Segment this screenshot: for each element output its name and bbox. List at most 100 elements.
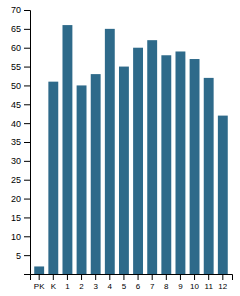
y-tick-label: 30 bbox=[11, 156, 21, 166]
y-tick-mark bbox=[24, 10, 30, 11]
bar bbox=[190, 59, 200, 274]
y-tick: 50 bbox=[11, 81, 30, 91]
x-tick-mark bbox=[95, 274, 96, 280]
x-tick: 4 bbox=[108, 274, 113, 291]
x-tick-label: 2 bbox=[79, 282, 84, 291]
bar bbox=[204, 78, 214, 274]
x-axis-line bbox=[31, 275, 233, 281]
bar bbox=[34, 266, 44, 274]
x-tick-mark bbox=[138, 274, 139, 280]
bar bbox=[48, 82, 58, 274]
bar bbox=[119, 67, 129, 274]
x-tick-label: 10 bbox=[190, 282, 199, 291]
y-tick: 35 bbox=[11, 137, 30, 147]
y-tick-label: 70 bbox=[11, 5, 21, 15]
x-tick-mark bbox=[53, 274, 54, 280]
bar bbox=[175, 51, 185, 274]
bar bbox=[218, 116, 228, 274]
x-tick-label: 6 bbox=[136, 282, 141, 291]
y-tick-label: 35 bbox=[11, 137, 21, 147]
y-tick-label: 55 bbox=[11, 62, 21, 72]
x-tick: 10 bbox=[190, 274, 199, 291]
x-tick-label: K bbox=[51, 282, 57, 291]
x-tick-label: 12 bbox=[218, 282, 227, 291]
x-tick: 3 bbox=[93, 274, 98, 291]
y-tick: 70 bbox=[11, 5, 30, 15]
y-tick: 40 bbox=[11, 119, 30, 129]
bar bbox=[161, 55, 171, 274]
x-tick-mark bbox=[109, 274, 110, 280]
x-tick: 1 bbox=[65, 274, 70, 291]
bar bbox=[105, 29, 115, 274]
x-tick-mark bbox=[208, 274, 209, 280]
y-tick: 30 bbox=[11, 156, 30, 166]
x-tick: 2 bbox=[79, 274, 84, 291]
y-tick-label: 10 bbox=[11, 232, 21, 242]
y-tick-mark bbox=[24, 48, 30, 49]
x-tick: 6 bbox=[136, 274, 141, 291]
x-axis: PKK123456789101112 bbox=[31, 274, 233, 291]
y-tick-mark bbox=[24, 29, 30, 30]
x-tick-mark bbox=[180, 274, 181, 280]
x-tick: 9 bbox=[178, 274, 183, 291]
chart-svg: PKK1234567891011125101520253035404550556… bbox=[0, 0, 240, 296]
x-tick-label: 7 bbox=[150, 282, 155, 291]
y-tick-mark bbox=[24, 85, 30, 86]
y-tick-mark bbox=[24, 104, 30, 105]
y-tick-label: 15 bbox=[11, 213, 21, 223]
x-tick-mark bbox=[152, 274, 153, 280]
y-tick-label: 60 bbox=[11, 43, 21, 53]
bar bbox=[62, 25, 72, 274]
y-tick-label: 40 bbox=[11, 119, 21, 129]
y-tick: 65 bbox=[11, 24, 30, 34]
x-tick-mark bbox=[222, 274, 223, 280]
x-tick-label: PK bbox=[34, 282, 45, 291]
y-tick: 5 bbox=[16, 251, 30, 261]
bar bbox=[147, 40, 157, 274]
y-tick: 55 bbox=[11, 62, 30, 72]
y-axis-line bbox=[24, 11, 31, 275]
chart-container: PKK1234567891011125101520253035404550556… bbox=[0, 0, 240, 296]
x-tick-mark bbox=[81, 274, 82, 280]
x-tick-mark bbox=[194, 274, 195, 280]
bar bbox=[133, 48, 143, 274]
x-tick-label: 11 bbox=[205, 282, 214, 291]
y-tick: 10 bbox=[11, 232, 30, 242]
y-tick-mark bbox=[24, 236, 30, 237]
x-tick: 12 bbox=[218, 274, 227, 291]
plot-area: PKK1234567891011125101520253035404550556… bbox=[11, 5, 233, 290]
y-tick-mark bbox=[24, 180, 30, 181]
bar bbox=[77, 85, 87, 274]
y-tick-mark bbox=[24, 255, 30, 256]
y-tick-mark bbox=[24, 142, 30, 143]
x-tick-mark bbox=[166, 274, 167, 280]
y-tick: 20 bbox=[11, 194, 30, 204]
x-tick-label: 8 bbox=[164, 282, 169, 291]
bars bbox=[34, 25, 228, 274]
y-tick: 60 bbox=[11, 43, 30, 53]
x-tick-label: 3 bbox=[93, 282, 98, 291]
x-tick: PK bbox=[34, 274, 45, 291]
y-tick-mark bbox=[24, 161, 30, 162]
x-tick-mark bbox=[39, 274, 40, 280]
y-tick-label: 50 bbox=[11, 81, 21, 91]
y-tick-label: 20 bbox=[11, 194, 21, 204]
y-tick-label: 45 bbox=[11, 100, 21, 110]
x-tick: 5 bbox=[122, 274, 127, 291]
x-tick: K bbox=[51, 274, 57, 291]
x-tick-label: 1 bbox=[65, 282, 70, 291]
x-tick-label: 4 bbox=[108, 282, 113, 291]
y-tick: 45 bbox=[11, 100, 30, 110]
x-tick: 8 bbox=[164, 274, 169, 291]
x-tick: 11 bbox=[205, 274, 214, 291]
x-tick-label: 9 bbox=[178, 282, 183, 291]
bar bbox=[91, 74, 101, 274]
y-tick-mark bbox=[24, 67, 30, 68]
y-tick-label: 25 bbox=[11, 175, 21, 185]
x-tick-label: 5 bbox=[122, 282, 127, 291]
y-axis: 5 10 15 20 25 30 35 40 45 50 55 60 65 70 bbox=[11, 5, 31, 274]
x-tick-mark bbox=[67, 274, 68, 280]
y-tick-mark bbox=[24, 199, 30, 200]
y-tick: 15 bbox=[11, 213, 30, 223]
x-tick-mark bbox=[123, 274, 124, 280]
